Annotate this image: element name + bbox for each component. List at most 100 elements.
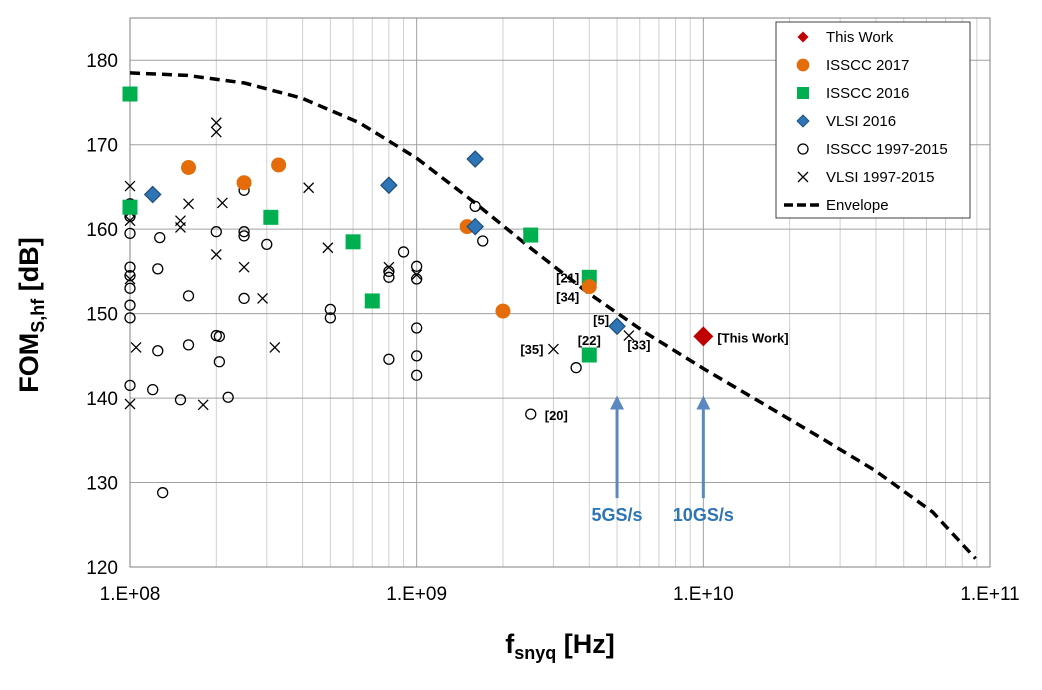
- data-point: [182, 339, 195, 351]
- point-annotation: [22]: [578, 333, 601, 348]
- data-point: [383, 261, 395, 273]
- legend-item: This Work: [797, 29, 894, 46]
- x-tick-labels: 1.E+08 1.E+09 1.E+10 1.E+11: [100, 584, 1020, 605]
- point-annotation: [This Work]: [717, 330, 788, 345]
- data-point: [411, 322, 423, 334]
- legend-marker: [796, 58, 810, 72]
- data-point: [238, 226, 250, 238]
- data-point: [130, 341, 142, 353]
- data-point: [210, 126, 222, 138]
- arrow-head: [696, 395, 711, 410]
- data-point: [364, 293, 380, 309]
- point-annotations: [This Work] [21] [34] [5] [22] [33] [35] [20]: [520, 270, 788, 423]
- x-tick-label: 1.E+10: [673, 584, 734, 605]
- data-point: [581, 279, 597, 295]
- data-point: [324, 312, 337, 324]
- y-tick-label: 180: [86, 51, 118, 72]
- legend-item: ISSCC 2016: [797, 85, 909, 102]
- y-axis-title-unit: [dB]: [14, 237, 44, 298]
- legend-swatch: [797, 171, 809, 183]
- data-point: [213, 330, 226, 343]
- data-point: [547, 343, 559, 355]
- legend-swatch: [796, 114, 810, 128]
- data-point: [213, 356, 226, 368]
- legend-label: This Work: [826, 29, 894, 46]
- data-point: [271, 157, 287, 173]
- arrow-label: 5GS/s: [592, 505, 643, 525]
- data-point: [261, 238, 273, 251]
- legend-item: ISSCC 1997-2015: [797, 141, 948, 158]
- data-point: [183, 198, 194, 210]
- point-annotation: [33]: [627, 338, 650, 353]
- legend-swatch: [797, 31, 809, 43]
- legend-marker: [797, 87, 809, 99]
- legend-label: ISSCC 2017: [826, 57, 909, 74]
- data-point: [124, 180, 136, 192]
- point-annotation: [35]: [520, 342, 543, 357]
- data-point: [238, 261, 250, 273]
- legend-swatch: [797, 143, 809, 155]
- data-point: [263, 209, 279, 225]
- data-point: [124, 379, 136, 392]
- data-point: [570, 362, 582, 374]
- legend: This Work ISSCC 2017 ISSCC 2016 VLSI 2016 IS…: [775, 21, 971, 219]
- data-point: [303, 182, 315, 194]
- data-point: [197, 399, 209, 411]
- data-point: [182, 290, 195, 302]
- data-point: [124, 282, 136, 294]
- data-point: [495, 303, 511, 319]
- y-axis-title-main: FOM: [14, 333, 44, 393]
- data-point: [124, 269, 136, 282]
- data-point: [236, 175, 252, 191]
- data-point: [238, 292, 250, 305]
- arrow-label: 10GS/s: [673, 505, 734, 525]
- data-point: [124, 227, 136, 240]
- data-point: [324, 303, 337, 316]
- y-tick-label: 150: [86, 305, 118, 326]
- point-annotation: [20]: [545, 408, 568, 423]
- data-point: [523, 227, 539, 243]
- data-point: [124, 215, 136, 227]
- plot-area-frame: [129, 17, 991, 568]
- data-point: [345, 234, 361, 250]
- data-point: [210, 226, 222, 238]
- data-point: [210, 249, 222, 260]
- point-annotation: [5]: [593, 312, 609, 327]
- data-point: [222, 391, 234, 403]
- legend-item: VLSI 2016: [796, 113, 896, 130]
- data-point: [581, 347, 597, 363]
- legend-label: VLSI 2016: [826, 113, 896, 130]
- data-point: [147, 383, 159, 396]
- legend-swatch: [796, 58, 810, 72]
- legend-label: ISSCC 1997-2015: [826, 141, 948, 158]
- data-point: [152, 345, 164, 357]
- data-point: [411, 269, 423, 281]
- legend-item: ISSCC 2017: [796, 57, 909, 74]
- data-point: [157, 487, 169, 499]
- y-tick-label: 140: [86, 389, 118, 410]
- x-axis-title: fsnyq [Hz]: [505, 629, 615, 663]
- legend-label: VLSI 1997-2015: [826, 169, 934, 186]
- arrow-head: [610, 395, 625, 410]
- minor-gridlines: [215, 18, 978, 567]
- x-tick-label: 1.E+11: [960, 584, 1019, 605]
- data-point: [124, 273, 136, 285]
- data-point: [124, 261, 136, 273]
- y-tick-label: 120: [86, 558, 118, 579]
- data-point: [397, 246, 410, 258]
- legend-marker: [797, 171, 809, 183]
- data-point: [143, 185, 162, 204]
- x-axis-title-unit: [Hz]: [556, 629, 614, 659]
- data-point: [154, 231, 166, 244]
- data-point: [411, 369, 423, 381]
- data-point: [210, 117, 222, 129]
- data-point: [411, 350, 423, 362]
- data-point: [216, 197, 228, 209]
- data-point: [469, 200, 481, 212]
- data-point: [466, 150, 485, 168]
- data-point: [122, 86, 138, 102]
- envelope-line: [129, 71, 977, 560]
- point-annotation: [21]: [556, 270, 579, 285]
- data-point: [174, 394, 187, 406]
- x-tick-label: 1.E+08: [100, 584, 161, 605]
